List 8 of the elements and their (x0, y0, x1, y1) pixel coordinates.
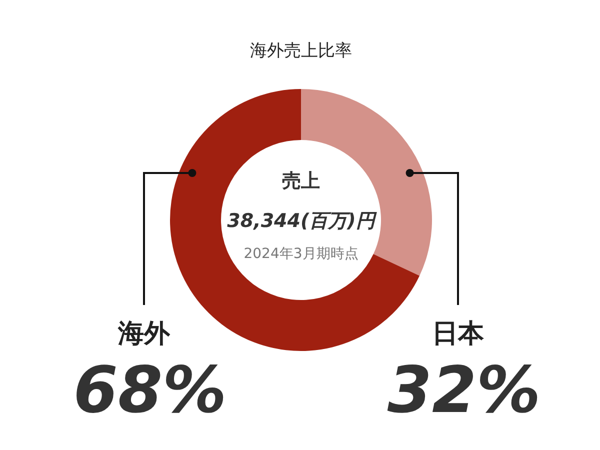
text: 38,344(百万)円 (227, 210, 377, 232)
data-label: 68% (73, 354, 227, 428)
chart-title: 海外売上比率 (250, 41, 352, 61)
slice-label: 日本 (432, 319, 485, 349)
text: 2024年3月期時点 (244, 246, 358, 262)
data-label: 32% (387, 354, 541, 428)
slice-label: 海外 (117, 319, 171, 349)
text: 売上 (282, 170, 320, 192)
